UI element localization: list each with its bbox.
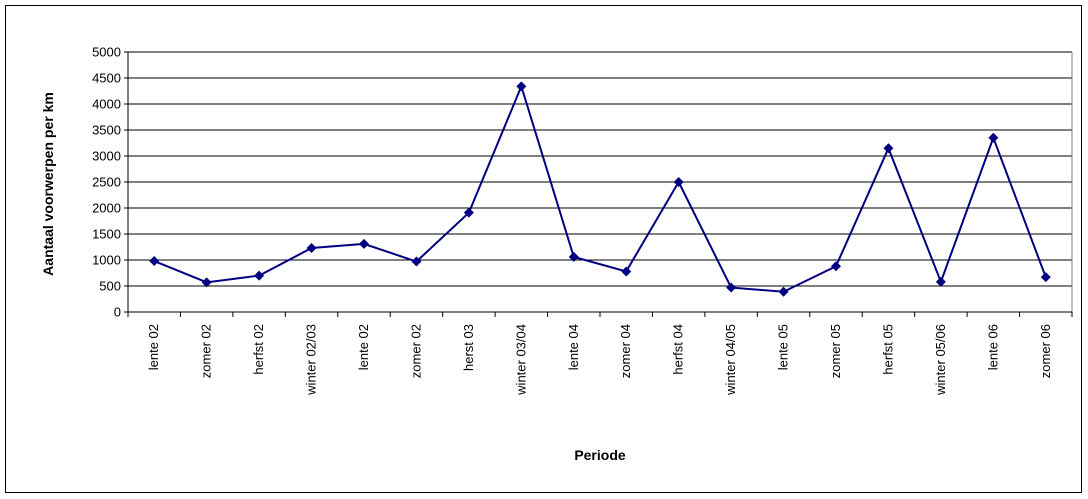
data-point-marker <box>831 261 841 272</box>
data-point-marker <box>359 238 369 249</box>
data-point-marker <box>149 256 160 267</box>
y-tick-label: 0 <box>114 305 121 320</box>
x-tick-label: zomer 06 <box>1038 324 1053 378</box>
y-tick-label: 4000 <box>92 97 121 112</box>
y-tick-label: 5000 <box>92 45 121 60</box>
series-layer <box>149 81 1051 297</box>
x-tick-label: herfst 05 <box>880 324 895 375</box>
x-tick-label: herfst 02 <box>251 324 266 375</box>
data-point-marker <box>1040 272 1051 283</box>
data-point-marker <box>411 256 422 267</box>
y-tick-labels: 0 500 1000 1500 2000 2500 3000 3500 4000 4500 5000 <box>92 45 121 320</box>
x-tick-label: herst 03 <box>461 324 476 371</box>
x-tick-label: zomer 04 <box>618 324 633 378</box>
data-point-marker <box>988 132 999 143</box>
grid-lines <box>128 51 1072 287</box>
data-point-marker <box>935 276 946 287</box>
x-tick-label: lente 04 <box>566 324 581 370</box>
data-point-marker <box>254 270 265 281</box>
x-tick-label: winter 02/03 <box>304 324 319 396</box>
y-tick-label: 2500 <box>92 175 121 190</box>
data-point-marker <box>306 243 317 254</box>
data-point-marker <box>568 251 579 262</box>
x-tick-label: lente 06 <box>985 324 1000 370</box>
data-point-marker <box>516 81 527 92</box>
y-tick-label: 4500 <box>92 71 121 86</box>
x-tick-label: lente 02 <box>146 324 161 370</box>
x-tick-label: winter 03/04 <box>513 324 528 396</box>
y-tick-label: 1500 <box>92 227 121 242</box>
chart-frame <box>5 5 1082 493</box>
x-tick-label: winter 04/05 <box>723 324 738 396</box>
data-point-marker <box>726 282 737 293</box>
data-point-marker <box>621 266 632 277</box>
series-line <box>153 83 1047 293</box>
y-axis-title: Aantaal voorwerpen per km <box>40 92 56 276</box>
x-tick-label: winter 05/06 <box>933 324 948 396</box>
data-point-marker <box>673 177 684 187</box>
x-tick-label: herfst 04 <box>671 324 686 375</box>
x-axis-title: Periode <box>574 447 626 463</box>
y-tick-label: 1000 <box>92 253 121 268</box>
x-tick-label: lente 02 <box>356 324 371 370</box>
data-point-marker <box>201 277 212 288</box>
y-tick-label: 3500 <box>92 123 121 138</box>
x-tick-label: zomer 05 <box>828 324 843 378</box>
y-tick-label: 500 <box>99 279 121 294</box>
axes <box>124 51 1073 317</box>
y-tick-label: 3000 <box>92 149 121 164</box>
data-point-marker <box>883 143 894 154</box>
x-tick-labels: lente 02 zomer 02 herfst 02 winter 02/03 len… <box>146 324 1053 396</box>
y-tick-label: 2000 <box>92 201 121 216</box>
x-tick-label: zomer 02 <box>199 324 214 378</box>
data-point-marker <box>778 286 789 297</box>
data-point-marker <box>463 207 474 218</box>
x-tick-label: zomer 02 <box>408 324 423 378</box>
x-tick-label: lente 05 <box>776 324 791 370</box>
